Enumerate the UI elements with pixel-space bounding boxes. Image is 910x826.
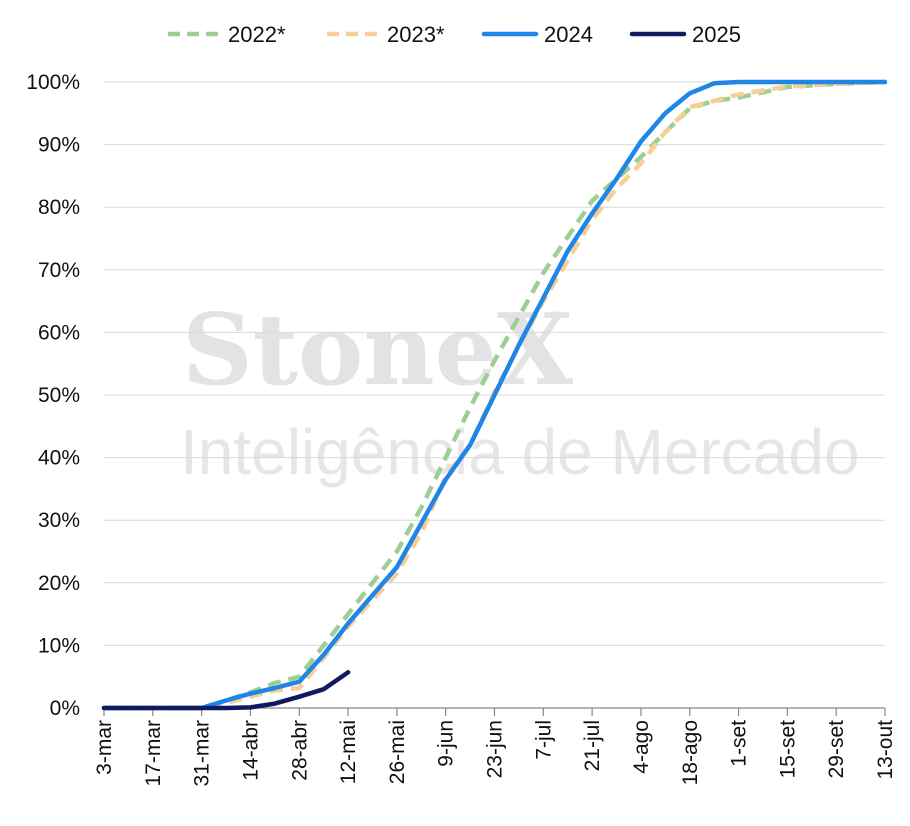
watermark-tagline: Inteligência de Mercado <box>180 416 860 488</box>
y-tick-label: 20% <box>38 572 80 595</box>
legend-label: 2025 <box>692 22 741 47</box>
x-tick-label: 4-ago <box>630 720 653 774</box>
series-line-2025 <box>101 670 351 711</box>
x-tick-label: 7-jul <box>532 720 555 760</box>
y-tick-label: 0% <box>50 697 80 720</box>
legend-item: 2025 <box>629 22 741 47</box>
series-lines <box>101 79 888 711</box>
x-tick-label: 1-set <box>728 720 751 767</box>
y-tick-label: 10% <box>38 634 80 657</box>
x-tick-label: 21-jul <box>581 720 604 771</box>
watermark: StoneX ® Inteligência de Mercado <box>180 293 860 488</box>
axes: 0% 10% 20% 30% 40% 50% 60% 70% 80% 90% 100% 3-mar 17… <box>26 71 897 787</box>
y-tick-label: 50% <box>38 384 80 407</box>
legend-item: 2022* <box>168 22 286 47</box>
x-tick-label: 17-mar <box>142 720 165 787</box>
x-tick-label: 3-mar <box>93 720 116 775</box>
x-tick-label: 13-out <box>874 720 897 780</box>
x-tick-label: 28-abr <box>288 720 311 781</box>
y-tick-label: 30% <box>38 509 80 532</box>
x-tick-label: 18-ago <box>679 720 702 785</box>
watermark-brand: StoneX <box>182 293 573 408</box>
y-tick-label: 100% <box>26 71 80 94</box>
legend-item: 2023* <box>327 22 445 47</box>
series-line-2023 <box>104 79 886 711</box>
legend-label: 2024 <box>544 22 593 47</box>
y-tick-label: 90% <box>38 134 80 157</box>
x-tick-label: 9-jun <box>435 720 458 767</box>
legend-label: 2022* <box>228 22 286 47</box>
y-tick-label: 70% <box>38 259 80 282</box>
x-tick-label: 15-set <box>776 720 799 779</box>
x-tick-label: 14-abr <box>239 720 262 781</box>
legend-label: 2023* <box>387 22 445 47</box>
legend-item: 2024 <box>481 22 593 47</box>
x-tick-label: 26-mai <box>386 720 409 784</box>
y-tick-label: 60% <box>38 321 80 344</box>
x-tick-label: 29-set <box>825 720 848 779</box>
x-tick-label: 31-mar <box>191 720 214 787</box>
y-tick-label: 80% <box>38 196 80 219</box>
x-tick-label: 23-jun <box>484 720 507 778</box>
legend: 2022* 2023* 2024 2025 <box>168 22 741 47</box>
watermark-registered-mark: ® <box>550 307 561 323</box>
series-line-2024 <box>101 79 888 711</box>
x-tick-label: 12-mai <box>337 720 360 784</box>
y-tick-label: 40% <box>38 447 80 470</box>
